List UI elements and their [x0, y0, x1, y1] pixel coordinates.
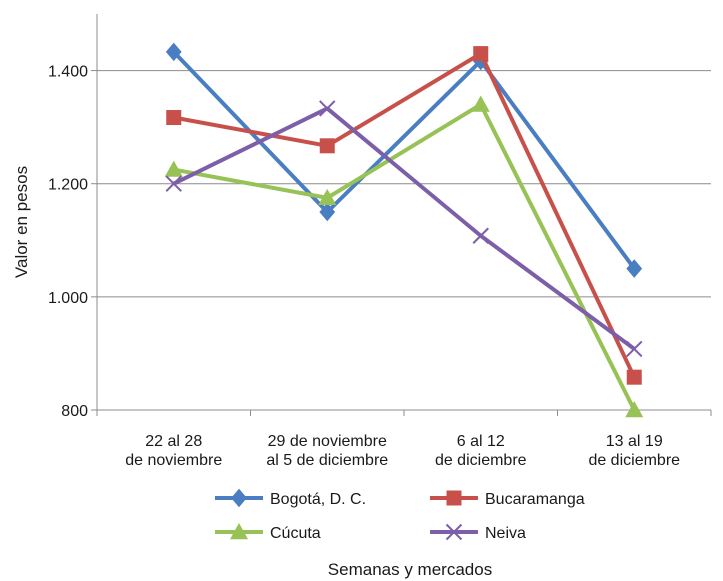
x-category-label: 22 al 28 de noviembre [125, 433, 222, 469]
x-category-label-line: de diciembre [588, 452, 680, 469]
data-point-triangle [318, 188, 337, 206]
x-marker-stroke [165, 175, 182, 192]
legend-label: Bogotá, D. C. [270, 491, 366, 508]
series-neiva [165, 100, 643, 358]
grid-lines [97, 70, 711, 298]
x-marker-stroke [319, 100, 336, 117]
series-line [172, 106, 636, 351]
legend-item: Cúcuta [215, 523, 321, 542]
axes [91, 14, 712, 416]
x-category-label-line: 22 al 28 [145, 433, 202, 450]
data-point-x [472, 227, 489, 244]
legend: Bogotá, D. C. Bucaramanga Cúcuta Neiva [215, 488, 585, 542]
series-line [173, 51, 637, 379]
data-point-x [165, 175, 182, 192]
x-category-label-line: 29 de noviembre [268, 433, 387, 450]
x-category-label-line: de noviembre [125, 452, 222, 469]
x-marker-stroke [445, 523, 463, 541]
y-tick-label: 1.000 [48, 290, 88, 307]
data-point-triangle [164, 160, 183, 177]
data-point-diamond [231, 488, 247, 508]
x-category-labels: 22 al 28 de noviembre 29 de noviembre al 5 … [125, 433, 680, 469]
x-category-label-line: de diciembre [435, 452, 527, 469]
legend-item: Bucaramanga [430, 490, 585, 508]
x-category-label-line: 13 al 19 [606, 433, 663, 450]
series-c-cuta [164, 95, 644, 418]
legend-item: Bogotá, D. C. [215, 488, 366, 508]
series-line [173, 102, 637, 411]
data-point-square [473, 46, 489, 62]
x-category-label: 29 de noviembre al 5 de diciembre [266, 433, 388, 469]
y-tick-labels: 800 1.000 1.200 1.400 [48, 64, 88, 420]
y-tick-label: 1.400 [48, 64, 88, 81]
data-point-x [445, 523, 463, 541]
y-tick-label: 800 [61, 403, 88, 420]
data-point-diamond [626, 259, 643, 278]
data-point-diamond [165, 42, 182, 62]
x-category-label: 6 al 12 de diciembre [435, 433, 527, 469]
legend-label: Bucaramanga [485, 491, 585, 508]
legend-label: Neiva [485, 525, 526, 542]
data-point-square [166, 110, 182, 126]
data-point-square [319, 138, 335, 154]
data-point-square [446, 490, 462, 506]
x-category-label-line: al 5 de diciembre [266, 452, 388, 469]
data-point-triangle [471, 95, 490, 112]
data-point-triangle [625, 401, 644, 418]
y-axis-title: Valor en pesos [12, 166, 31, 278]
data-point-square [626, 369, 642, 385]
data-point-x [626, 340, 643, 358]
legend-item: Neiva [430, 523, 526, 542]
data-point-x [319, 100, 336, 117]
series-bucaramanga [166, 46, 642, 385]
x-marker-stroke [472, 227, 489, 244]
x-axis-title: Semanas y mercados [328, 560, 492, 579]
data-point-diamond [319, 202, 336, 222]
x-category-label: 13 al 19 de diciembre [588, 433, 680, 469]
y-tick-label: 1.200 [48, 177, 88, 194]
x-marker-stroke [626, 340, 643, 358]
data-point-triangle [230, 523, 248, 540]
series-group [164, 42, 644, 418]
x-category-label-line: 6 al 12 [457, 433, 505, 450]
legend-label: Cúcuta [270, 525, 321, 542]
